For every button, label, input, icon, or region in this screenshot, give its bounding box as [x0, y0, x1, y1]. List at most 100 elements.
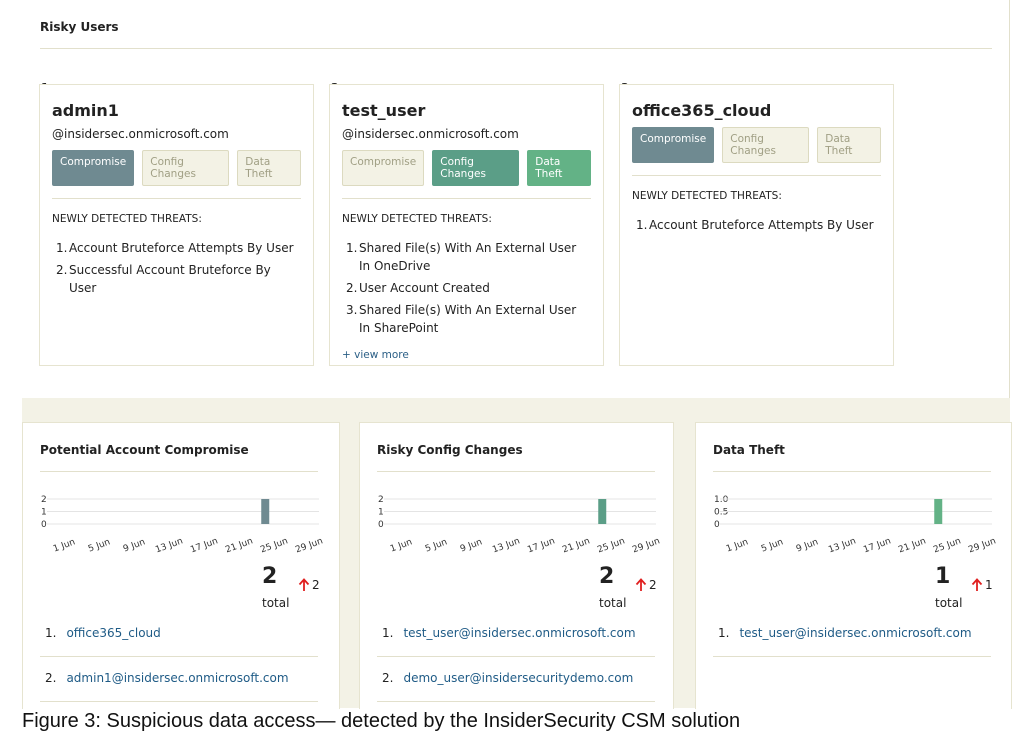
x-tick-label: 13 Jun: [491, 536, 521, 555]
up-arrow-icon: [635, 578, 647, 591]
user-card: office365_cloud Compromise Config Changes D…: [619, 84, 894, 366]
bar: [934, 499, 943, 524]
item-number: 3.: [346, 303, 358, 317]
divider: [377, 656, 655, 657]
bar: [261, 499, 270, 524]
user-card: test_user @insidersec.onmicrosoft.com Comp…: [329, 84, 604, 366]
item-link[interactable]: test_user@insidersec.onmicrosoft.com: [403, 626, 636, 640]
caption: Figure 3: Suspicious data access— detect…: [22, 710, 741, 732]
list-item: 1. test_user@insidersec.onmicrosoft.com: [382, 626, 636, 640]
y-tick-label: 1: [41, 508, 47, 518]
item-number: 1.: [56, 241, 68, 255]
user-domain: @insidersec.onmicrosoft.com: [52, 127, 229, 141]
total-label: total: [599, 596, 627, 610]
panel-title: Potential Account Compromise: [40, 443, 249, 457]
user-name: test_user: [342, 101, 426, 120]
panel: Data Theft 0 0.5 1.0 1 Jun 5 Jun 9 Jun 13 Jun 17…: [695, 422, 1012, 709]
divider: [377, 471, 655, 472]
item-text: Successful Account Bruteforce By User: [69, 263, 271, 295]
tag[interactable]: Data Theft: [527, 150, 591, 186]
y-tick-label: 1: [378, 508, 384, 518]
user-card: admin1 @insidersec.onmicrosoft.com Comprom…: [39, 84, 314, 366]
x-tick-label: 21 Jun: [897, 536, 927, 555]
view-more-link[interactable]: + view more: [342, 349, 409, 361]
item-link[interactable]: office365_cloud: [66, 626, 161, 640]
threat-item: 3. Shared File(s) With An External User I…: [346, 301, 591, 337]
x-tick-label: 9 Jun: [122, 537, 147, 554]
total-label: total: [935, 596, 963, 610]
x-tick-label: 17 Jun: [189, 536, 219, 555]
x-tick-label: 29 Jun: [967, 536, 996, 555]
x-tick-label: 1 Jun: [725, 537, 750, 554]
up-arrow-icon: [971, 578, 983, 591]
change-value: 2: [312, 578, 320, 592]
divider: [632, 175, 881, 176]
item-number: 1.: [636, 218, 648, 232]
divider: [713, 656, 991, 657]
item-number: 1.: [718, 626, 730, 640]
tag[interactable]: Config Changes: [432, 150, 520, 186]
x-tick-label: 21 Jun: [224, 536, 254, 555]
user-name: admin1: [52, 101, 119, 120]
total-value: 2: [599, 564, 615, 589]
y-tick-label: 0: [714, 520, 720, 530]
panel: Risky Config Changes 0 1 2 1 Jun 5 Jun 9 Jun 13…: [359, 422, 674, 709]
item-text: Account Bruteforce Attempts By User: [69, 241, 294, 255]
item-text: User Account Created: [359, 281, 490, 295]
item-link[interactable]: demo_user@insidersecuritydemo.com: [403, 671, 634, 685]
tag-row: Compromise Config Changes Data Theft: [632, 127, 881, 163]
item-number: 1.: [346, 241, 358, 255]
threat-item: 1. Shared File(s) With An External User I…: [346, 239, 591, 275]
divider: [40, 471, 318, 472]
total-label: total: [262, 596, 290, 610]
x-tick-label: 9 Jun: [459, 537, 484, 554]
item-text: Shared File(s) With An External User In …: [359, 241, 577, 273]
x-tick-label: 5 Jun: [760, 537, 785, 554]
tag[interactable]: Compromise: [342, 150, 425, 186]
y-tick-label: 0: [41, 520, 47, 530]
x-tick-label: 29 Jun: [294, 536, 323, 555]
tag[interactable]: Data Theft: [237, 150, 301, 186]
item-number: 2.: [56, 263, 68, 277]
item-number: 2.: [346, 281, 358, 295]
bar: [598, 499, 607, 524]
tag[interactable]: Config Changes: [142, 150, 230, 186]
tag[interactable]: Data Theft: [817, 127, 881, 163]
section-title: Risky Users: [40, 20, 119, 34]
tag-row: Compromise Config Changes Data Theft: [342, 150, 591, 186]
arrow: [298, 578, 310, 591]
tag[interactable]: Compromise: [632, 127, 715, 163]
y-tick-label: 2: [378, 495, 384, 505]
x-tick-label: 13 Jun: [827, 536, 857, 555]
x-tick-label: 25 Jun: [259, 536, 289, 555]
arrow: [971, 578, 983, 591]
list-item: 2. admin1@insidersec.onmicrosoft.com: [45, 671, 289, 685]
threats-heading: NEWLY DETECTED THREATS:: [52, 213, 202, 225]
x-tick-label: 25 Jun: [596, 536, 626, 555]
total-value: 2: [262, 564, 278, 589]
tag[interactable]: Config Changes: [722, 127, 810, 163]
x-tick-label: 17 Jun: [862, 536, 892, 555]
x-tick-label: 29 Jun: [631, 536, 660, 555]
list-item: 2. demo_user@insidersecuritydemo.com: [382, 671, 633, 685]
threats-heading: NEWLY DETECTED THREATS:: [342, 213, 492, 225]
divider: [342, 198, 591, 199]
item-number: 1.: [45, 626, 57, 640]
up-arrow-icon: [298, 578, 310, 591]
item-link[interactable]: admin1@insidersec.onmicrosoft.com: [66, 671, 289, 685]
mini-chart: 0 0.5 1.0 1 Jun 5 Jun 9 Jun 13 Jun 17 Jun 21 Jun…: [714, 495, 996, 555]
change-value: 2: [649, 578, 657, 592]
tag[interactable]: Compromise: [52, 150, 135, 186]
item-number: 2.: [382, 671, 394, 685]
threat-item: 2. User Account Created: [346, 279, 591, 297]
tag-row: Compromise Config Changes Data Theft: [52, 150, 301, 186]
x-tick-label: 5 Jun: [87, 537, 112, 554]
item-link[interactable]: test_user@insidersec.onmicrosoft.com: [739, 626, 972, 640]
panel-title: Data Theft: [713, 443, 785, 457]
threats-heading: NEWLY DETECTED THREATS:: [632, 190, 782, 202]
divider: [52, 198, 301, 199]
panel: Potential Account Compromise 0 1 2 1 Jun 5 Ju…: [22, 422, 340, 709]
divider: [40, 701, 318, 702]
y-tick-label: 0.5: [714, 508, 728, 518]
